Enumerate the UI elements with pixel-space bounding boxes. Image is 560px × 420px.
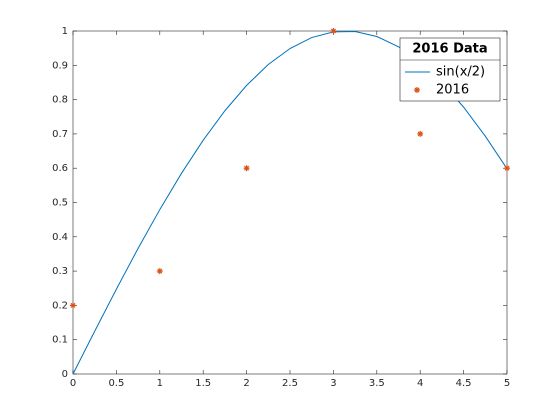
y-tick-label: 0.2 xyxy=(52,300,68,311)
marker-stroke xyxy=(504,165,510,171)
y-tick-label: 0.5 xyxy=(52,198,68,209)
x-tick-label: 1.5 xyxy=(195,378,211,389)
x-tick-label: 3 xyxy=(330,378,336,389)
y-tick-label: 0.7 xyxy=(52,129,68,140)
marker-stroke xyxy=(330,28,336,34)
marker-stroke xyxy=(157,268,163,274)
point xyxy=(70,302,76,309)
x-tick-label: 2 xyxy=(243,378,249,389)
point xyxy=(156,268,163,275)
x-tick-label: 4.5 xyxy=(456,378,472,389)
y-tick-label: 0 xyxy=(62,369,68,380)
marker-stroke xyxy=(244,165,250,171)
point xyxy=(330,28,337,34)
x-tick-label: 1 xyxy=(157,378,163,389)
marker-stroke xyxy=(414,87,420,93)
x-tick-label: 3.5 xyxy=(369,378,385,389)
y-tick-label: 0.4 xyxy=(52,232,68,243)
x-tick-label: 2.5 xyxy=(282,378,298,389)
y-tick-label: 1 xyxy=(62,26,68,37)
marker-stroke xyxy=(417,131,423,137)
x-tick-label: 5 xyxy=(504,378,510,389)
x-tick-label: 0 xyxy=(70,378,76,389)
y-tick-label: 0.6 xyxy=(52,163,68,174)
y-tick-label: 0.3 xyxy=(52,266,68,277)
x-tick-label: 4 xyxy=(417,378,423,389)
legend-label: sin(x/2) xyxy=(436,65,485,80)
x-tick-label: 0.5 xyxy=(108,378,124,389)
legend-title: 2016 Data xyxy=(412,42,487,57)
point xyxy=(504,165,510,172)
marker-stroke xyxy=(70,302,76,308)
point xyxy=(417,130,424,137)
y-tick-label: 0.9 xyxy=(52,60,68,71)
legend-swatch xyxy=(414,87,420,93)
point xyxy=(243,165,250,172)
y-tick-label: 0.1 xyxy=(52,335,68,346)
legend-label: 2016 xyxy=(436,83,469,98)
y-tick-label: 0.8 xyxy=(52,95,68,106)
